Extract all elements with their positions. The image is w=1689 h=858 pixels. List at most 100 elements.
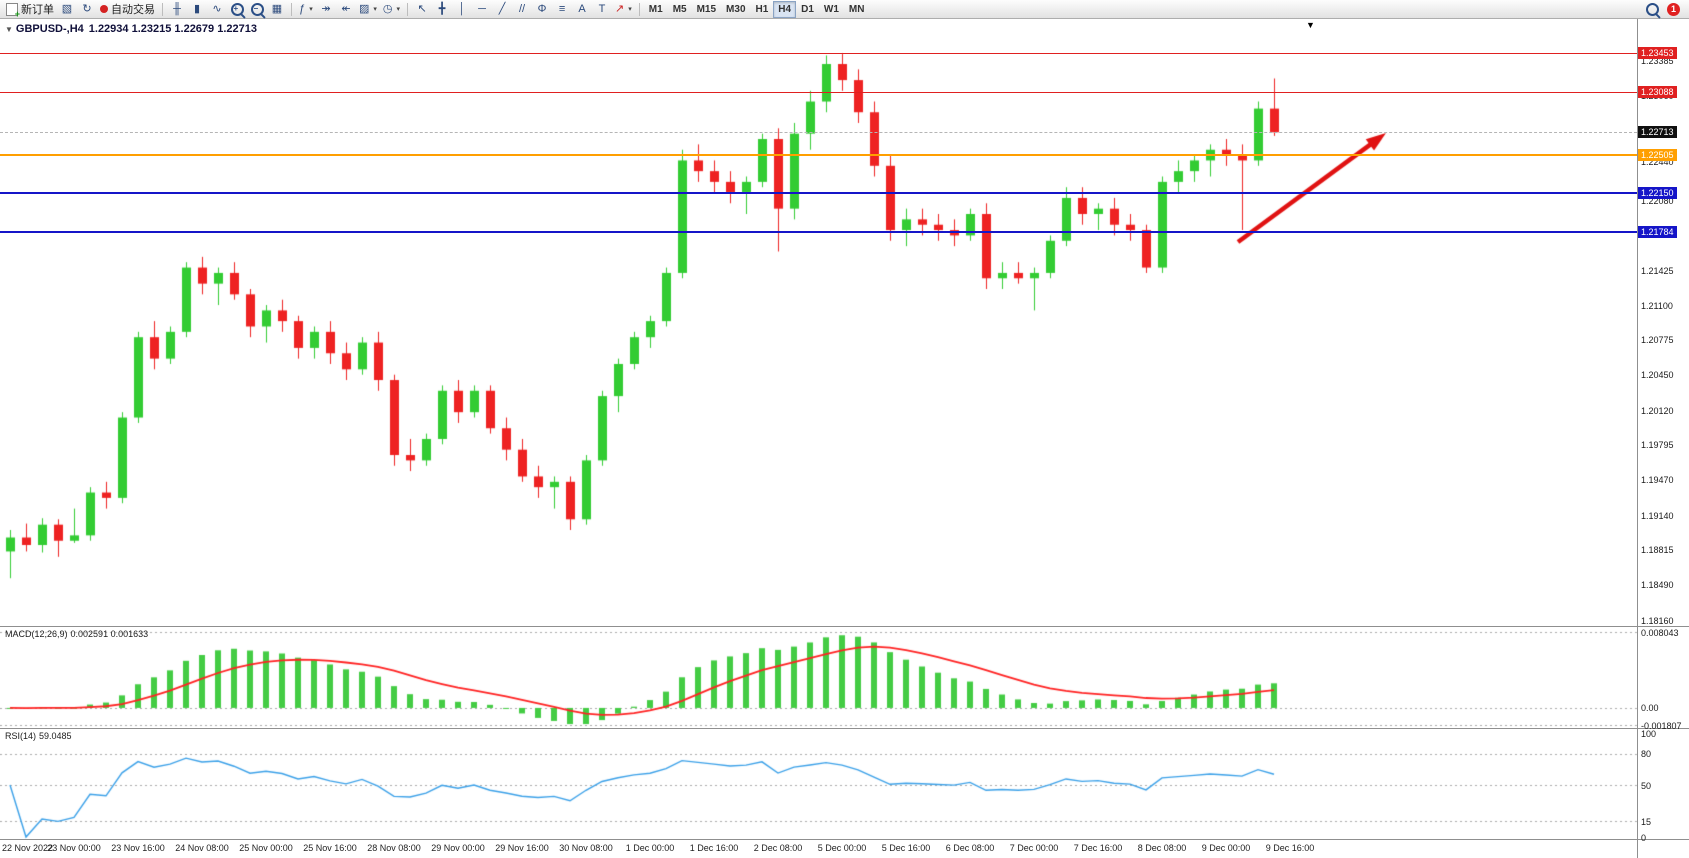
tile-windows-icon: ▦ bbox=[271, 2, 283, 15]
profiles-button[interactable]: ▧ bbox=[57, 1, 77, 18]
new-order-icon bbox=[6, 2, 20, 19]
toolbar-right: 1 bbox=[1646, 2, 1686, 16]
rsi-panel-separator[interactable] bbox=[0, 728, 1689, 729]
timeframe-m5[interactable]: M5 bbox=[668, 1, 692, 18]
chart-shift-marker[interactable]: ▼ bbox=[1306, 20, 1315, 30]
macd-label-text: MACD(12,26,9) bbox=[5, 629, 68, 639]
horizontal-level-line[interactable] bbox=[0, 230, 1637, 233]
zoom-in-icon: + bbox=[230, 2, 244, 16]
toolbar-group-window: ▧ ↻ bbox=[57, 1, 97, 18]
timeframe-w1[interactable]: W1 bbox=[819, 1, 844, 18]
fibonacci-icon: Φ bbox=[537, 2, 547, 15]
profiles-icon: ▧ bbox=[61, 2, 73, 15]
zoom-in-button[interactable]: + bbox=[227, 1, 247, 18]
macd-panel-separator[interactable] bbox=[0, 626, 1689, 627]
bar-chart-button[interactable]: ╫ bbox=[167, 1, 187, 18]
tile-windows-button[interactable]: ▦ bbox=[267, 1, 287, 18]
zoom-out-button[interactable]: − bbox=[247, 1, 267, 18]
arrows-dropdown-caret[interactable]: ▾ bbox=[628, 6, 632, 13]
refresh-button[interactable]: ↻ bbox=[77, 1, 97, 18]
shapes-button[interactable]: ≡ bbox=[552, 1, 572, 18]
text-label-button[interactable]: T bbox=[592, 1, 612, 18]
date-axis-label: 28 Nov 08:00 bbox=[367, 843, 421, 853]
price-axis-tick: 1.18815 bbox=[1641, 545, 1674, 556]
timeframe-d1[interactable]: D1 bbox=[796, 1, 819, 18]
one-click-trading-toggle-icon[interactable]: ▼ bbox=[5, 25, 13, 34]
trendline-icon: ╱ bbox=[498, 2, 506, 15]
notification-badge[interactable]: 1 bbox=[1667, 2, 1680, 16]
price-axis-tick: 1.22080 bbox=[1641, 195, 1674, 206]
text-icon: A bbox=[578, 2, 586, 15]
indicators-icon: ƒ bbox=[299, 2, 306, 15]
horizontal-level-line[interactable] bbox=[0, 91, 1637, 93]
timeframe-m30[interactable]: M30 bbox=[721, 1, 750, 18]
auto-scroll-button[interactable]: ↠ bbox=[316, 1, 336, 18]
price-axis-tick: 1.20775 bbox=[1641, 335, 1674, 346]
date-axis-label: 30 Nov 08:00 bbox=[559, 843, 613, 853]
toolbar-separator bbox=[638, 2, 640, 16]
trendline-button[interactable]: ╱ bbox=[492, 1, 512, 18]
symbol-title: GBPUSD-,H4 bbox=[15, 23, 84, 35]
cursor-icon: ↖ bbox=[417, 2, 427, 15]
autotrading-label: 自动交易 bbox=[111, 4, 155, 16]
main-toolbar: 新订单 ▧↻ 自动交易 ╫▮∿+−▦ ƒ▾↠↞▨▾◷▾ ↖╋│─╱//Φ≡AT↗… bbox=[0, 0, 1689, 19]
cursor-button[interactable]: ↖ bbox=[412, 1, 432, 18]
date-axis-label: 5 Dec 16:00 bbox=[881, 843, 931, 853]
period-clock-button[interactable]: ◷ ▾ bbox=[380, 1, 403, 18]
date-axis-label: 23 Nov 16:00 bbox=[111, 843, 165, 853]
horizontal-line-button[interactable]: ─ bbox=[472, 1, 492, 18]
date-axis-label: 7 Dec 00:00 bbox=[1009, 843, 1059, 853]
vertical-line-button[interactable]: │ bbox=[452, 1, 472, 18]
rsi-axis-label: 50 bbox=[1641, 780, 1652, 791]
rsi-axis-label: 0 bbox=[1641, 832, 1647, 843]
timeframe-mn[interactable]: MN bbox=[844, 1, 870, 18]
horizontal-level-line[interactable] bbox=[0, 52, 1637, 54]
bid-price-line bbox=[0, 132, 1637, 134]
date-axis-label: 1 Dec 00:00 bbox=[625, 843, 675, 853]
arrows-button[interactable]: ↗ ▾ bbox=[612, 1, 635, 18]
price-level-tag: 1.21784 bbox=[1638, 225, 1677, 238]
date-axis-label: 22 Nov 2022 bbox=[2, 843, 54, 853]
line-chart-button[interactable]: ∿ bbox=[207, 1, 227, 18]
templates-button[interactable]: ▨ ▾ bbox=[356, 1, 380, 18]
chart-shift-button[interactable]: ↞ bbox=[336, 1, 356, 18]
period-clock-dropdown-caret[interactable]: ▾ bbox=[396, 6, 401, 13]
macd-axis-label: 0.008043 bbox=[1641, 627, 1679, 638]
chart-title-overlay: ▼ GBPUSD-,H4 1.22934 1.23215 1.22679 1.227… bbox=[5, 23, 257, 35]
timeframe-m1[interactable]: M1 bbox=[644, 1, 668, 18]
price-level-tag: 1.22505 bbox=[1638, 148, 1677, 161]
date-axis-label: 23 Nov 00:00 bbox=[47, 843, 101, 853]
chart-shift-icon: ↞ bbox=[341, 2, 351, 15]
indicators-button[interactable]: ƒ ▾ bbox=[296, 1, 316, 18]
text-label-icon: T bbox=[598, 2, 606, 15]
ohlc-values: 1.22934 1.23215 1.22679 1.22713 bbox=[88, 23, 257, 35]
equidistant-channel-button[interactable]: // bbox=[512, 1, 532, 18]
toolbar-group-chart: ╫ ▮ ∿ + − ▦ bbox=[167, 1, 287, 18]
horizontal-level-line[interactable] bbox=[0, 153, 1637, 156]
new-order-button[interactable]: 新订单 bbox=[3, 1, 57, 19]
price-axis-tick: 1.19795 bbox=[1641, 440, 1674, 451]
candlestick-chart-button[interactable]: ▮ bbox=[187, 1, 207, 18]
fibonacci-button[interactable]: Φ bbox=[532, 1, 552, 18]
text-button[interactable]: A bbox=[572, 1, 592, 18]
crosshair-button[interactable]: ╋ bbox=[432, 1, 452, 18]
toolbar-group-options: ƒ ▾ ↠ ↞ ▨ ▾ ◷ ▾ bbox=[296, 1, 403, 18]
timeframe-m15[interactable]: M15 bbox=[692, 1, 721, 18]
time-axis-separator bbox=[0, 839, 1689, 840]
timeframe-h1[interactable]: H1 bbox=[751, 1, 774, 18]
price-axis-tick: 1.19470 bbox=[1641, 475, 1674, 486]
horizontal-level-line[interactable] bbox=[0, 191, 1637, 194]
autotrading-button[interactable]: 自动交易 bbox=[97, 1, 158, 18]
timeframe-h4[interactable]: H4 bbox=[773, 0, 797, 18]
date-axis-label: 25 Nov 16:00 bbox=[303, 843, 357, 853]
price-axis-tick: 1.21425 bbox=[1641, 265, 1674, 276]
rsi-axis-label: 100 bbox=[1641, 729, 1657, 739]
date-axis-label: 24 Nov 08:00 bbox=[175, 843, 229, 853]
price-axis-tick: 1.21100 bbox=[1641, 300, 1673, 311]
indicators-dropdown-caret[interactable]: ▾ bbox=[309, 6, 313, 13]
templates-dropdown-caret[interactable]: ▾ bbox=[373, 6, 377, 13]
macd-axis-label: -0.001807 bbox=[1641, 720, 1682, 731]
price-axis-tick: 1.23385 bbox=[1641, 55, 1674, 66]
search-icon[interactable] bbox=[1646, 2, 1659, 16]
